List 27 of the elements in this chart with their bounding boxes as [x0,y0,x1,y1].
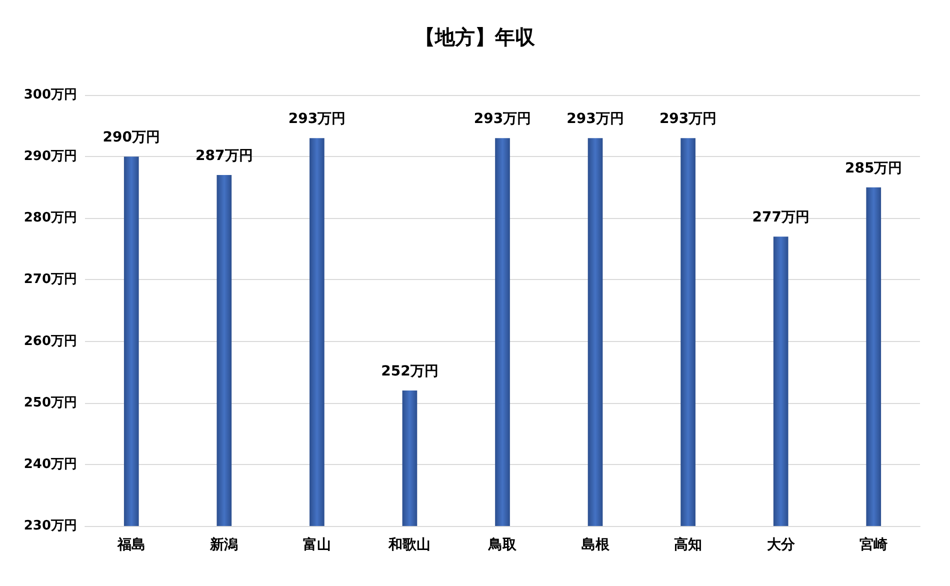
data-label: 287万円 [196,148,253,164]
data-label: 293万円 [474,111,532,128]
data-label: 285万円 [844,160,902,176]
x-tick-label: 新潟 [209,536,238,553]
x-tick-label: 大分 [766,537,796,553]
x-tick-label: 和歌山 [388,537,431,553]
x-tick-label: 鳥取 [488,537,518,553]
data-label: 293万円 [659,111,717,128]
data-label: 293万円 [566,111,624,128]
data-label: 277万円 [752,210,810,226]
y-tick-label: 300万円 [24,88,77,102]
data-label: 293万円 [288,111,346,128]
y-tick-label: 240万円 [24,456,77,472]
x-tick-label: 島根 [581,537,610,553]
data-label: 252万円 [381,364,438,380]
x-tick-label: 福島 [116,536,146,553]
y-tick-label: 270万円 [24,272,77,288]
y-tick-label: 250万円 [24,395,77,410]
y-tick-label: 290万円 [24,149,77,164]
x-tick-label: 宮崎 [860,536,888,553]
x-tick-label: 高知 [674,536,702,553]
x-tick-label: 富山 [302,536,331,553]
y-tick-label: 280万円 [24,210,77,226]
y-tick-label: 230万円 [24,518,77,534]
chart-title: 【地方】年収 [415,25,536,49]
y-tick-label: 260万円 [24,334,77,349]
data-label: 290万円 [102,130,160,146]
